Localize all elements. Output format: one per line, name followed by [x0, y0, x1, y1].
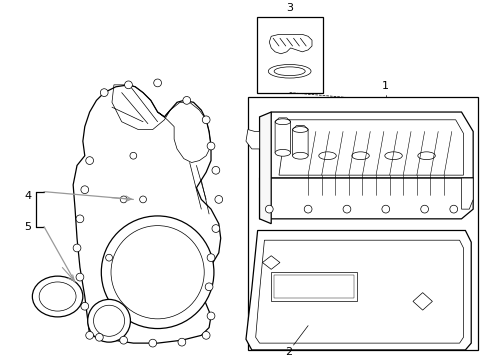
Circle shape [202, 332, 210, 339]
Circle shape [124, 81, 132, 89]
Circle shape [207, 312, 215, 320]
Circle shape [101, 216, 214, 329]
Ellipse shape [275, 149, 291, 156]
Circle shape [343, 205, 351, 213]
Bar [257, 17, 323, 93]
Text: 5: 5 [24, 222, 31, 231]
Polygon shape [275, 118, 291, 153]
Polygon shape [246, 230, 471, 350]
Polygon shape [260, 178, 473, 219]
Circle shape [212, 166, 220, 174]
Circle shape [304, 205, 312, 213]
Circle shape [76, 273, 84, 281]
Circle shape [207, 142, 215, 150]
Text: 4: 4 [24, 190, 31, 201]
Polygon shape [260, 112, 271, 224]
Circle shape [73, 244, 81, 252]
Bar [248, 98, 478, 350]
Circle shape [81, 302, 89, 310]
Polygon shape [293, 126, 308, 156]
Circle shape [86, 157, 94, 165]
Ellipse shape [32, 276, 83, 317]
Circle shape [382, 205, 390, 213]
Bar [274, 275, 354, 298]
Circle shape [76, 215, 84, 223]
Polygon shape [73, 85, 220, 343]
Circle shape [154, 79, 162, 87]
Ellipse shape [293, 152, 308, 159]
Text: 1: 1 [382, 81, 389, 91]
Circle shape [421, 205, 429, 213]
Circle shape [149, 339, 157, 347]
Circle shape [86, 332, 94, 339]
Bar [271, 272, 357, 301]
Polygon shape [260, 112, 473, 178]
Circle shape [207, 254, 215, 262]
Circle shape [183, 96, 191, 104]
Circle shape [81, 186, 89, 194]
Text: 2: 2 [285, 347, 292, 357]
Circle shape [96, 333, 103, 341]
Circle shape [205, 283, 213, 291]
Circle shape [178, 338, 186, 346]
Circle shape [212, 225, 220, 233]
Circle shape [202, 116, 210, 124]
Circle shape [450, 205, 458, 213]
Circle shape [100, 89, 108, 96]
Circle shape [88, 300, 130, 342]
Polygon shape [246, 130, 260, 149]
Circle shape [266, 205, 273, 213]
Polygon shape [462, 178, 473, 209]
Text: 3: 3 [286, 3, 293, 13]
Circle shape [120, 336, 127, 344]
Circle shape [215, 195, 222, 203]
